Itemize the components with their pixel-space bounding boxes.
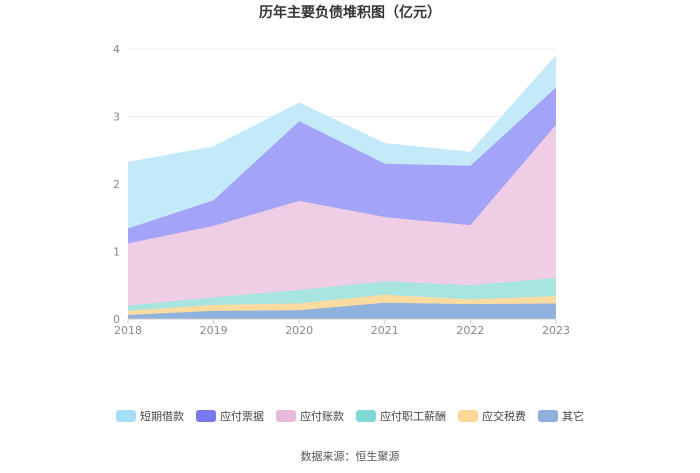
legend-item[interactable]: 应付账款 xyxy=(276,409,344,423)
axes: 0 1 2 3 4 2018 2019 2020 2021 2022 2023 xyxy=(113,43,570,337)
series-line-5 xyxy=(127,55,557,163)
legend-item[interactable]: 应付职工薪酬 xyxy=(356,409,446,423)
y-tick-label: 0 xyxy=(113,313,120,326)
legend-label: 应付职工薪酬 xyxy=(380,409,446,423)
area-series-4 xyxy=(128,87,556,244)
x-tick-label: 2023 xyxy=(542,324,570,337)
x-tick-label: 2022 xyxy=(456,324,484,337)
series-line-4 xyxy=(127,87,557,230)
y-tick-label: 2 xyxy=(113,178,120,191)
y-tick-label: 3 xyxy=(113,111,120,124)
legend-label: 应付账款 xyxy=(300,409,344,423)
series-line-0 xyxy=(127,302,557,316)
area-series-2 xyxy=(128,277,556,311)
chart-title: 历年主要负债堆积图（亿元） xyxy=(259,4,441,21)
area-series-5 xyxy=(128,55,556,229)
legend-label: 其它 xyxy=(562,409,584,423)
x-tick-label: 2019 xyxy=(200,324,228,337)
legend-swatch xyxy=(116,410,136,422)
area-series xyxy=(127,55,557,319)
data-source-note: 数据来源：恒生聚源 xyxy=(301,449,400,463)
y-tick-label: 4 xyxy=(113,43,120,56)
x-tick-label: 2020 xyxy=(285,324,313,337)
x-tick-label: 2021 xyxy=(371,324,399,337)
legend-swatch xyxy=(196,410,216,422)
legend-item[interactable]: 短期借款 xyxy=(116,409,184,423)
x-tick-label: 2018 xyxy=(114,324,142,337)
legend-swatch xyxy=(356,410,376,422)
area-series-3 xyxy=(128,124,556,306)
legend: 短期借款 应付票据 应付账款 应付职工薪酬 应交税费 其它 xyxy=(116,409,584,423)
legend-swatch xyxy=(276,410,296,422)
legend-label: 应付票据 xyxy=(220,409,264,423)
y-tick-label: 1 xyxy=(113,246,120,259)
legend-item[interactable]: 应交税费 xyxy=(458,409,526,423)
legend-swatch xyxy=(458,410,478,422)
legend-label: 短期借款 xyxy=(140,409,184,423)
legend-label: 应交税费 xyxy=(482,409,526,423)
legend-swatch xyxy=(538,410,558,422)
legend-item[interactable]: 其它 xyxy=(538,409,584,423)
area-series-1 xyxy=(128,294,556,315)
area-series-0 xyxy=(128,302,556,319)
legend-item[interactable]: 应付票据 xyxy=(196,409,264,423)
